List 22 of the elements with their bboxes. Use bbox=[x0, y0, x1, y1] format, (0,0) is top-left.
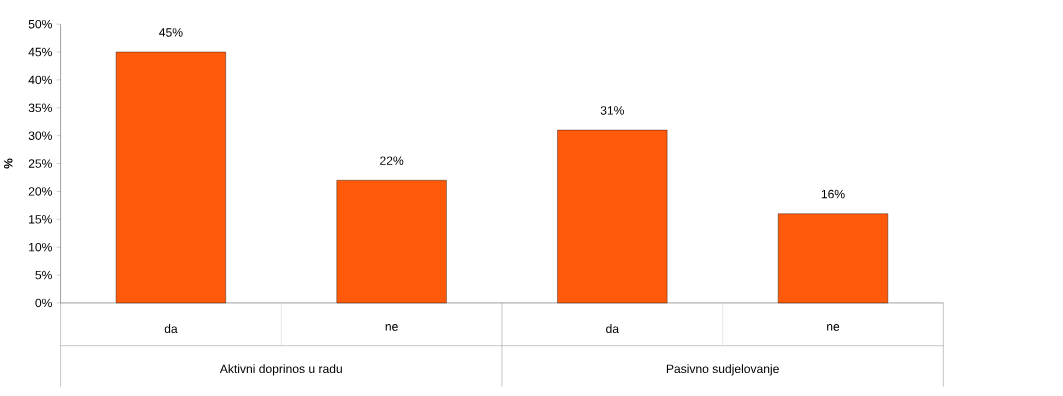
y-tick-label: 0% bbox=[35, 298, 52, 308]
y-tick-label: 35% bbox=[28, 103, 52, 113]
x-tick-label: ne bbox=[827, 324, 840, 331]
y-tick-label: 5% bbox=[35, 270, 52, 280]
y-tick-label: 25% bbox=[28, 159, 52, 168]
y-tick-label: 30% bbox=[28, 131, 52, 141]
x-tick-label: da bbox=[164, 324, 178, 334]
y-tick-label: 15% bbox=[29, 215, 52, 224]
text: Aktivni doprinos u radu bbox=[219, 364, 342, 376]
text: Pasivno sudjelovanje bbox=[666, 364, 779, 376]
x-tick-label: ne bbox=[385, 324, 398, 331]
y-tick-label: 40% bbox=[28, 75, 52, 85]
data-label: 45% bbox=[159, 28, 183, 37]
y-axis-title: % bbox=[4, 158, 13, 169]
y-tick-label: 10% bbox=[29, 242, 52, 252]
x-tick-label: da bbox=[606, 324, 620, 334]
y-tick-label: 45% bbox=[28, 47, 52, 57]
data-label: 22% bbox=[380, 156, 404, 165]
y-tick-label: 50% bbox=[28, 19, 52, 29]
y-tick-label: 20% bbox=[28, 187, 52, 196]
data-label: 31% bbox=[600, 106, 624, 115]
data-label: 16% bbox=[821, 189, 845, 199]
